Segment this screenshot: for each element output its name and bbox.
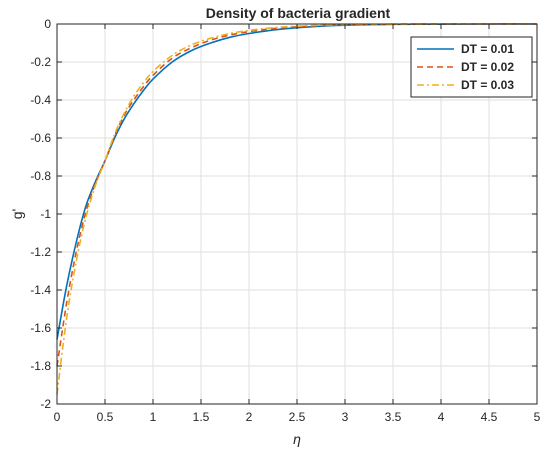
y-tick-label: -0.6 xyxy=(30,131,51,145)
x-tick-label: 5 xyxy=(534,410,541,424)
y-tick-label: -1.4 xyxy=(30,283,51,297)
y-tick-labels: 0 -0.2 -0.4 -0.6 -0.8 -1 -1.2 -1.4 -1.6 -1.8 -2 xyxy=(30,17,51,411)
x-tick-label: 2.5 xyxy=(289,410,306,424)
legend: DT = 0.01 DT = 0.02 DT = 0.03 xyxy=(410,36,533,98)
y-tick-label: -1.6 xyxy=(30,321,51,335)
x-tick-label: 4.5 xyxy=(481,410,498,424)
x-tick-label: 1 xyxy=(150,410,157,424)
chart-title: Density of bacteria gradient xyxy=(206,5,391,21)
y-axis-title: g' xyxy=(9,209,25,219)
x-tick-label: 3.5 xyxy=(385,410,402,424)
legend-label: DT = 0.01 xyxy=(461,42,514,56)
y-tick-label: -1.8 xyxy=(30,359,51,373)
y-tick-label: -1 xyxy=(40,207,51,221)
legend-label: DT = 0.02 xyxy=(461,60,514,74)
x-tick-label: 4 xyxy=(438,410,445,424)
y-tick-label: -1.2 xyxy=(30,245,51,259)
y-tick-label: -0.2 xyxy=(30,55,51,69)
x-tick-label: 3 xyxy=(342,410,349,424)
x-tick-labels: 0 0.5 1 1.5 2 2.5 3 3.5 4 4.5 5 xyxy=(54,410,541,424)
y-tick-label: -2 xyxy=(40,397,51,411)
x-tick-label: 2 xyxy=(246,410,253,424)
x-axis-title: η xyxy=(293,431,301,447)
x-tick-label: 1.5 xyxy=(193,410,210,424)
x-tick-label: 0.5 xyxy=(97,410,114,424)
x-tick-label: 0 xyxy=(54,410,61,424)
y-tick-label: 0 xyxy=(44,17,51,31)
legend-label: DT = 0.03 xyxy=(461,78,514,92)
y-tick-label: -0.4 xyxy=(30,93,51,107)
y-tick-label: -0.8 xyxy=(30,169,51,183)
ticks xyxy=(56,23,538,405)
